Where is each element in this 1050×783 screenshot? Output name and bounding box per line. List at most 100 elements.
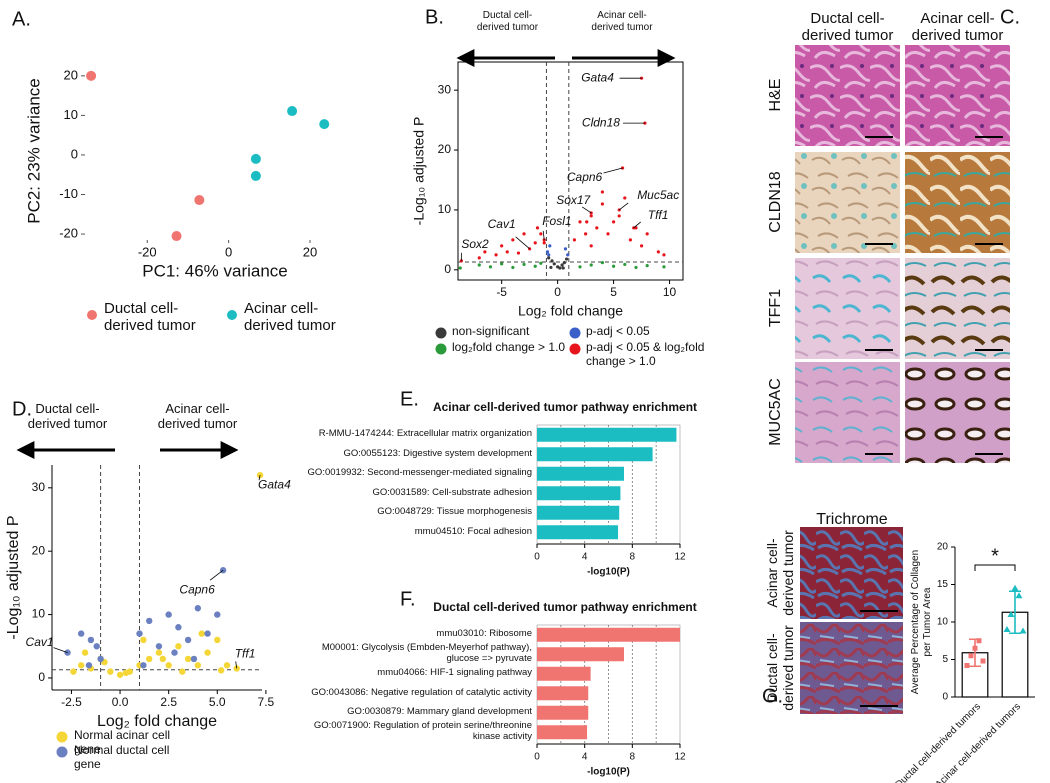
gene-label: Tff1 xyxy=(648,208,669,222)
legend-label: p-adj < 0.05 xyxy=(586,325,650,338)
x-tick-label: 2.5 xyxy=(160,695,177,709)
x-tick-label: 20 xyxy=(303,244,317,259)
point xyxy=(217,667,225,674)
data-point xyxy=(976,638,982,644)
legend-label: Normal ductal cell gene xyxy=(74,744,170,771)
bar xyxy=(537,647,624,662)
gene-label: Sox17 xyxy=(556,193,591,207)
category-label: GO:0030879: Mammary gland development xyxy=(347,706,532,718)
annotation-leader xyxy=(603,167,623,174)
micrograph xyxy=(905,362,1010,463)
panel-label: F. xyxy=(400,588,416,610)
point xyxy=(122,669,130,677)
legend-label: Normal acinar cell gene xyxy=(74,729,171,756)
point xyxy=(204,630,211,637)
point xyxy=(547,256,551,260)
x-tick-label: 0 xyxy=(554,285,561,299)
gene-label: Gata4 xyxy=(258,477,291,491)
micrograph xyxy=(905,152,1010,253)
category-label-box: GO:0030879: Mammary gland development xyxy=(347,706,532,718)
point xyxy=(77,630,85,637)
point xyxy=(250,170,261,181)
point xyxy=(564,257,569,261)
bar xyxy=(537,686,589,701)
gene-label: Capn6 xyxy=(567,170,603,184)
gene-label: Sox2 xyxy=(461,237,489,251)
column-label-box: Ductal cell-derived tumor xyxy=(802,10,894,44)
point xyxy=(611,220,616,224)
panel-label: E. xyxy=(400,388,419,410)
point xyxy=(600,202,605,206)
point xyxy=(146,617,153,625)
point xyxy=(146,655,153,663)
y-tick-label: 20 xyxy=(438,142,452,156)
point xyxy=(639,76,644,80)
legend-label-box: Normal acinar cell gene xyxy=(74,729,171,756)
point xyxy=(171,649,178,656)
legend-swatch xyxy=(435,327,447,339)
point xyxy=(204,649,211,656)
point xyxy=(136,630,143,637)
y-tick-label: 0 xyxy=(942,692,948,703)
x-axis-label: -log10(P) xyxy=(587,567,630,578)
y-axis-label-box: Average Percentage of Collagen per Tumor… xyxy=(910,550,933,694)
point xyxy=(549,265,553,270)
x-tick-label: 5 xyxy=(610,285,617,299)
legend-swatch xyxy=(227,310,237,320)
point xyxy=(287,106,298,117)
legend-swatch xyxy=(569,343,581,355)
point xyxy=(589,244,593,248)
category-label-box: mmu03010: Ribosome xyxy=(436,628,532,639)
point xyxy=(179,668,186,675)
point xyxy=(198,630,205,637)
y-tick-label: 10 xyxy=(438,202,452,216)
row-label: MUC5AC xyxy=(767,378,784,446)
point xyxy=(589,263,593,267)
y-tick-label: 10 xyxy=(64,107,78,122)
panel-label: A. xyxy=(12,8,31,30)
x-tick-label: 0.0 xyxy=(112,695,129,709)
point xyxy=(563,247,568,251)
y-tick-label: 30 xyxy=(32,480,46,494)
row-label: TFF1 xyxy=(767,289,784,327)
data-point xyxy=(1019,627,1027,634)
point xyxy=(165,662,172,669)
point xyxy=(662,265,666,269)
x-tick-label: 8 xyxy=(630,752,636,763)
annotation-leader xyxy=(618,202,629,211)
chart-title: Ductal cell-derived tumor pathway enrich… xyxy=(433,600,696,614)
category-label: mmu04066: HIF-1 signaling pathway xyxy=(377,667,532,679)
point xyxy=(600,190,605,194)
point xyxy=(81,649,89,656)
plot-frame xyxy=(457,61,684,281)
category-label-box: GO:0048729: Tissue morphogenesis xyxy=(377,506,532,517)
annotation-leader xyxy=(515,236,530,250)
point xyxy=(483,250,487,254)
category-label-box: R-MMU-1474244: Extracellular matrix orga… xyxy=(318,428,532,440)
point xyxy=(561,266,565,270)
annotation-leader xyxy=(209,569,224,581)
bar xyxy=(537,627,680,642)
point xyxy=(585,220,589,224)
x-tick-label: 7.5 xyxy=(258,695,275,709)
panel-label: D. xyxy=(12,398,32,420)
micrograph xyxy=(795,45,900,146)
data-point xyxy=(1015,592,1023,599)
point xyxy=(87,636,95,644)
chart-title: Acinar cell-derived tumor pathway enrich… xyxy=(433,400,697,414)
category-label: R-MMU-1474244: Extracellular matrix orga… xyxy=(318,428,532,440)
point xyxy=(533,241,537,245)
bar xyxy=(537,666,591,681)
y-tick-label: 10 xyxy=(937,617,949,628)
point xyxy=(522,232,526,236)
category-label: GO:0019932: Second-messenger-mediated si… xyxy=(307,467,532,479)
annotation-leader xyxy=(581,206,592,214)
point xyxy=(256,471,264,479)
x-axis-label: PC1: 46% variance xyxy=(142,261,288,280)
point xyxy=(477,256,481,260)
point xyxy=(184,636,192,644)
row-label: CLDN18 xyxy=(767,171,784,232)
bar xyxy=(537,505,620,520)
x-tick-label: 8 xyxy=(630,552,636,563)
row-label: H&E xyxy=(767,79,784,112)
